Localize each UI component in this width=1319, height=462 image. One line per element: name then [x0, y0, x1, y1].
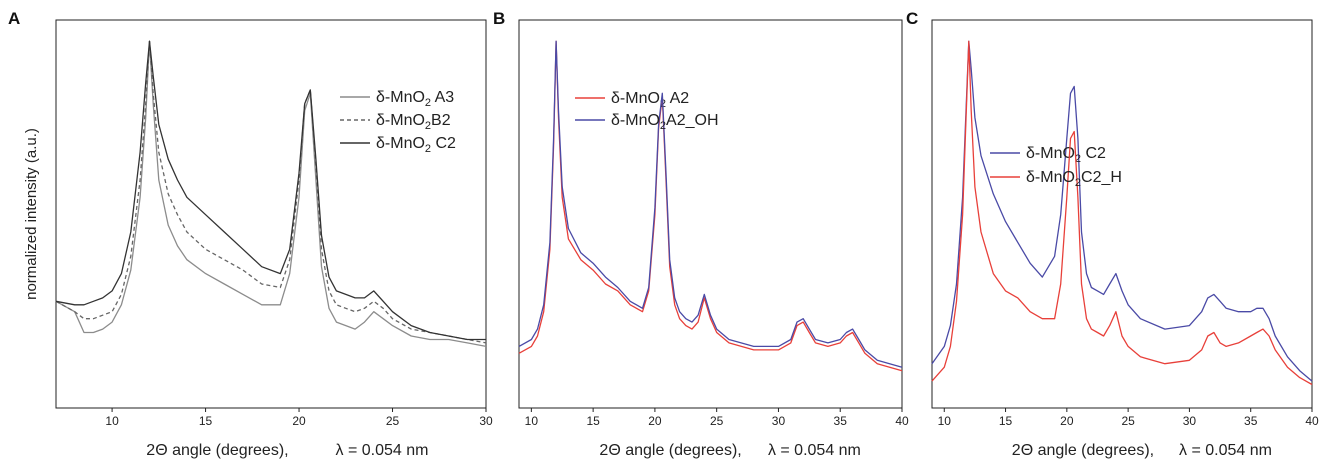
legend-text: δ-MnO [1026, 169, 1075, 186]
x-tick-label: 30 [479, 414, 493, 428]
x-tick-label: 15 [199, 414, 213, 428]
series-line [931, 40, 1313, 386]
legend-subscript: 2 [425, 97, 431, 109]
legend-suffix: A3 [431, 89, 454, 106]
legend-text: δ-MnO [376, 135, 425, 152]
legend-subscript: 2 [1075, 177, 1081, 189]
series-line [55, 40, 487, 344]
series-line [55, 40, 486, 341]
legend-text: δ-MnO [376, 112, 425, 129]
x-tick-label: 30 [1183, 414, 1197, 428]
legend-suffix: C2 [1081, 145, 1106, 162]
x-tick-label: 25 [1121, 414, 1135, 428]
legend-label: δ-MnO2 C2 [376, 135, 456, 155]
x-tick-label: 25 [710, 414, 724, 428]
x-tick-label: 25 [386, 414, 400, 428]
x-axis-lambda: λ = 0.054 nm [1179, 442, 1272, 459]
panel-b: B 10 15 20 25 30 35 40 2Θ angle (degrees), λ = 0.… [493, 9, 909, 459]
x-axis-lambda: λ = 0.054 nm [768, 442, 861, 459]
panel-letter: B [493, 9, 505, 28]
panel-letter: A [8, 9, 20, 28]
x-tick-label: 15 [586, 414, 600, 428]
series-line [931, 40, 1313, 382]
x-tick-label: 30 [772, 414, 786, 428]
legend-suffix: C2 [431, 135, 456, 152]
legend-subscript: 2 [425, 143, 431, 155]
x-tick-label: 40 [895, 414, 909, 428]
legend-text: δ-MnO [611, 112, 660, 129]
legend-subscript: 2 [660, 120, 666, 132]
plot-frame [55, 19, 487, 409]
legend-text: δ-MnO [1026, 145, 1075, 162]
legend-suffix: C2_H [1081, 169, 1122, 186]
x-axis-label: 2Θ angle (degrees), [1012, 442, 1154, 459]
series-line [55, 40, 487, 348]
x-tick-label: 40 [1305, 414, 1319, 428]
x-tick-label: 15 [999, 414, 1013, 428]
plot-frame [518, 19, 903, 409]
panel-letter: C [906, 9, 918, 28]
x-axis-lambda: λ = 0.054 nm [336, 442, 429, 459]
x-axis-label: 2Θ angle (degrees), [599, 442, 741, 459]
x-tick-label: 20 [648, 414, 662, 428]
legend-label: δ-MnO2 A2 [611, 90, 689, 110]
panel-a: A 10 15 20 25 30 2Θ angle (degrees), λ = 0.054 … [8, 9, 493, 459]
legend-subscript: 2 [425, 120, 431, 132]
panel-c: C 10 15 20 25 30 35 40 2Θ angle (degrees), λ = 0.… [906, 9, 1319, 459]
legend-label: δ-MnO2C2_H [1026, 169, 1122, 189]
x-tick-label: 10 [105, 414, 119, 428]
legend-label: δ-MnO2B2 [376, 112, 451, 132]
legend-label: δ-MnO2 A3 [376, 89, 454, 109]
x-tick-label: 20 [1060, 414, 1074, 428]
series-line [518, 40, 903, 372]
legend-suffix: A2_OH [666, 112, 718, 129]
x-axis-label: 2Θ angle (degrees), [146, 442, 288, 459]
x-tick-label: 20 [292, 414, 306, 428]
legend-label: δ-MnO2 C2 [1026, 145, 1106, 165]
plot-frame [931, 19, 1313, 409]
x-tick-label: 10 [525, 414, 539, 428]
legend-text: δ-MnO [611, 90, 660, 107]
legend-suffix: A2 [666, 90, 689, 107]
legend-text: δ-MnO [376, 89, 425, 106]
legend-subscript: 2 [1075, 153, 1081, 165]
x-tick-label: 35 [1244, 414, 1258, 428]
y-axis-label: normalized intensity (a.u.) [23, 128, 40, 300]
x-tick-label: 35 [834, 414, 848, 428]
legend-suffix: B2 [431, 112, 451, 129]
legend-label: δ-MnO2A2_OH [611, 112, 719, 132]
series-line [518, 40, 903, 368]
x-tick-label: 10 [938, 414, 952, 428]
